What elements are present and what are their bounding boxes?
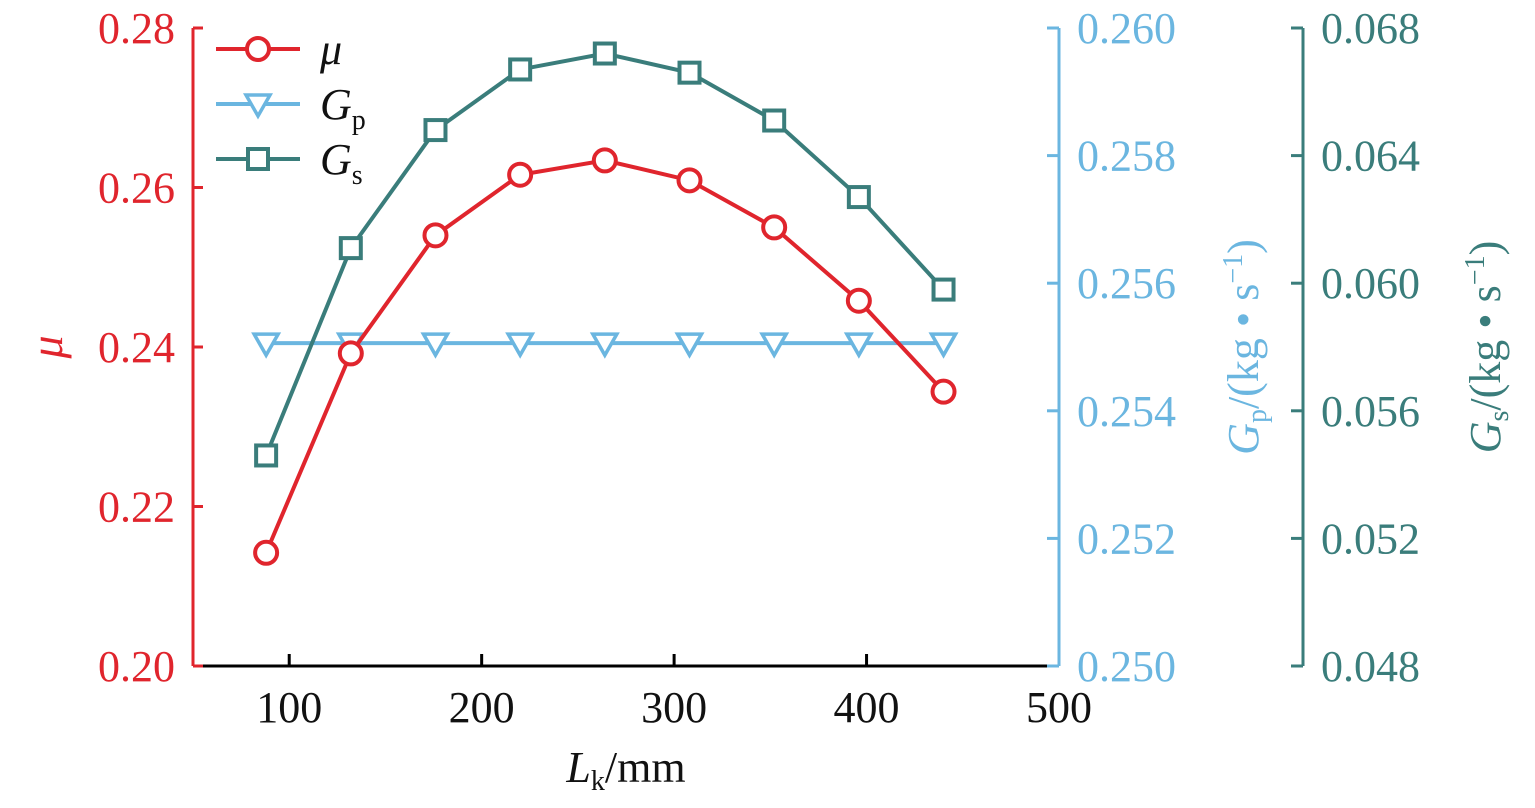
legend-label-gs: Gs: [320, 135, 363, 191]
data-point-gs: [508, 57, 533, 82]
data-point-gp: [928, 332, 959, 359]
legend-label-mu: μ: [319, 25, 342, 74]
data-point-gs: [677, 60, 702, 85]
data-point-gp: [505, 332, 536, 359]
x-tick-label: 300: [641, 683, 707, 732]
gp-tick-label: 0.250: [1077, 642, 1176, 691]
mu-tick-label: 0.28: [98, 4, 175, 53]
gs-tick-label: 0.068: [1321, 4, 1420, 53]
data-point-gs: [423, 118, 448, 143]
legend-marker-gp: [242, 93, 274, 120]
data-point-mu: [676, 167, 703, 194]
data-point-gp: [420, 332, 451, 359]
data-point-gs: [931, 277, 956, 302]
x-axis-label: Lk/mm: [565, 743, 685, 797]
data-point-gs: [338, 236, 363, 261]
axes: 100 200 300 400 500 Lk/mm 0.20 0.22 0.24 0.26 0.28…: [21, 4, 1515, 797]
data-point-gp: [251, 332, 282, 359]
x-tick-label: 100: [256, 683, 322, 732]
gs-axis-label: Gs/(kg • s−1): [1460, 241, 1515, 454]
gp-tick-label: 0.252: [1077, 514, 1176, 563]
data-point-mu: [507, 161, 534, 188]
legend-label-gp: Gp: [320, 80, 366, 136]
gp-tick-label: 0.260: [1077, 4, 1176, 53]
data-point-gp: [843, 332, 874, 359]
x-tick-label: 200: [449, 683, 515, 732]
gs-tick-label: 0.060: [1321, 259, 1420, 308]
gp-tick-label: 0.258: [1077, 132, 1176, 181]
data-point-mu: [253, 539, 280, 566]
mu-tick-label: 0.22: [98, 483, 175, 532]
data-point-gp: [759, 332, 790, 359]
data-point-gs: [254, 443, 279, 468]
x-tick-label: 500: [1026, 683, 1092, 732]
data-point-gp: [589, 332, 620, 359]
series-line-gs: [264, 51, 946, 457]
legend-marker-gs: [246, 147, 270, 171]
gs-tick-label: 0.052: [1321, 514, 1420, 563]
data-point-gs: [592, 41, 617, 66]
x-tick-label: 400: [834, 683, 900, 732]
gs-tick-label: 0.056: [1321, 387, 1420, 436]
gs-tick-label: 0.048: [1321, 642, 1420, 691]
data-point-gp: [674, 332, 705, 359]
series: [251, 41, 959, 566]
data-point-mu: [337, 340, 364, 367]
data-point-gs: [846, 185, 871, 210]
data-point-mu: [845, 287, 872, 314]
mu-tick-label: 0.24: [98, 323, 175, 372]
data-point-mu: [930, 378, 957, 405]
gs-tick-label: 0.064: [1321, 132, 1420, 181]
data-point-gs: [762, 108, 787, 133]
gp-axis-label: Gp/(kg • s−1): [1218, 239, 1273, 455]
mu-tick-label: 0.26: [98, 164, 175, 213]
data-point-mu: [422, 222, 449, 249]
data-point-mu: [761, 214, 788, 241]
data-point-mu: [591, 147, 618, 174]
gp-tick-label: 0.254: [1077, 387, 1176, 436]
gp-tick-label: 0.256: [1077, 259, 1176, 308]
mu-tick-label: 0.20: [98, 642, 175, 691]
mu-axis-label: μ: [21, 335, 72, 359]
legend-marker-mu: [245, 36, 271, 62]
